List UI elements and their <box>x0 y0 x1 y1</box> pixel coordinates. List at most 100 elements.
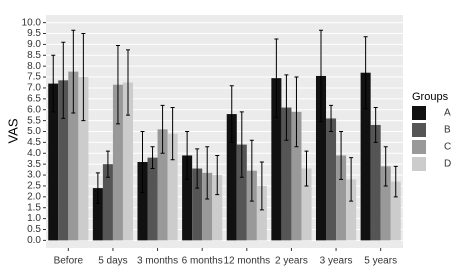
x-tick-label: 5 years <box>364 256 397 267</box>
error-bar <box>249 139 254 202</box>
y-tick-label: 1.0 <box>27 213 41 224</box>
error-bar <box>294 76 299 148</box>
bar <box>147 157 158 241</box>
legend-label: B <box>444 125 451 136</box>
y-tick-label: 8.0 <box>27 61 41 72</box>
error-bar <box>125 49 130 116</box>
error-bar <box>259 161 264 211</box>
legend-label: D <box>444 159 451 170</box>
y-tick-label: 4.0 <box>27 148 41 159</box>
y-axis-title: VAS <box>5 118 20 143</box>
y-tick-label: 3.0 <box>27 170 41 181</box>
bar <box>48 83 59 241</box>
bar <box>346 179 357 241</box>
error-bar <box>393 165 398 198</box>
bar <box>301 168 312 241</box>
y-tick-label: 7.0 <box>27 83 41 94</box>
bar <box>281 107 292 241</box>
bar <box>326 118 337 241</box>
bar <box>256 185 267 241</box>
legend-label: A <box>444 108 451 119</box>
y-tick-label: 9.0 <box>27 39 41 50</box>
bar <box>157 129 168 241</box>
error-bar <box>339 131 344 180</box>
y-tick-label: 5.5 <box>27 115 41 126</box>
bar <box>122 82 134 241</box>
bar <box>315 75 327 241</box>
y-tick-label: 3.5 <box>27 159 41 170</box>
bar <box>236 144 247 241</box>
bar <box>192 168 203 241</box>
x-tick-label: 12 months <box>223 256 270 267</box>
bar <box>182 155 193 241</box>
y-tick-label: 5.0 <box>27 126 41 137</box>
error-bar <box>115 44 120 125</box>
y-tick-label: 9.5 <box>27 28 41 39</box>
error-bar <box>284 74 289 141</box>
error-bar <box>95 172 100 204</box>
error-bar <box>170 107 175 161</box>
legend-swatch <box>412 140 426 154</box>
x-tick-label: 3 months <box>137 256 178 267</box>
error-bar <box>363 36 368 110</box>
x-tick-label: 3 years <box>320 256 353 267</box>
bar <box>212 175 223 241</box>
error-bar <box>185 131 190 180</box>
bar <box>92 188 103 241</box>
error-bar <box>105 150 110 178</box>
error-bar <box>195 148 200 189</box>
error-bar <box>329 104 334 132</box>
bar <box>291 111 302 241</box>
error-bar <box>215 154 220 196</box>
bar <box>246 170 257 241</box>
y-tick-label: 6.0 <box>27 104 41 115</box>
legend-swatch <box>412 157 426 171</box>
legend-swatch <box>412 106 426 120</box>
error-bar <box>274 38 279 118</box>
legend-label: C <box>444 142 451 153</box>
bar <box>360 72 371 241</box>
error-bar <box>51 54 56 113</box>
error-bar <box>239 111 244 178</box>
y-tick-label: 4.5 <box>27 137 41 148</box>
legend-title: Groups <box>412 91 449 103</box>
error-bar <box>373 107 378 143</box>
y-tick-label: 6.5 <box>27 93 41 104</box>
bar <box>137 161 148 241</box>
error-bar <box>383 146 388 187</box>
bar <box>78 77 89 241</box>
bar <box>58 80 69 241</box>
error-bar <box>81 33 86 122</box>
bar <box>271 78 282 241</box>
error-bar <box>160 104 165 154</box>
error-bar <box>205 146 210 200</box>
y-tick-label: 7.5 <box>27 72 41 83</box>
x-tick-label: 6 months <box>182 256 223 267</box>
bar <box>68 71 79 241</box>
bar <box>380 166 391 241</box>
error-bar <box>319 29 324 123</box>
legend-swatch <box>412 123 426 137</box>
y-tick-label: 0.5 <box>27 224 41 235</box>
bar <box>370 124 381 241</box>
bar <box>167 133 178 241</box>
error-bar <box>349 157 354 202</box>
bar <box>102 164 113 241</box>
error-bar <box>140 131 145 193</box>
y-tick-label: 8.5 <box>27 50 41 61</box>
y-tick-label: 2.0 <box>27 191 41 202</box>
bar <box>390 181 401 241</box>
error-bar <box>150 146 155 170</box>
x-tick-label: 5 days <box>98 256 127 267</box>
bar <box>336 155 347 241</box>
x-tick-label: Before <box>54 256 84 267</box>
y-tick-label: 2.5 <box>27 181 41 192</box>
bar <box>226 114 237 241</box>
bar <box>202 172 213 241</box>
y-tick-label: 0.0 <box>27 235 41 246</box>
error-bar <box>61 41 66 119</box>
error-bar <box>71 29 76 114</box>
x-tick-label: 2 years <box>275 256 308 267</box>
bar <box>112 84 123 241</box>
